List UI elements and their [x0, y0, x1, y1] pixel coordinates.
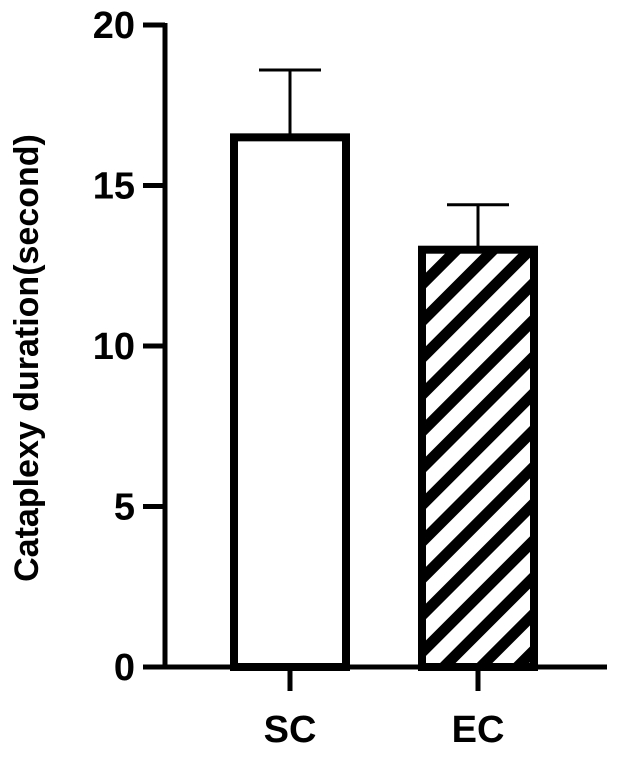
x-tick-label-sc: SC [264, 709, 317, 751]
bar-ec [418, 245, 538, 671]
y-axis-title: Cataplexy duration(second) [8, 134, 46, 582]
y-tick-label-2: 10 [93, 326, 135, 368]
y-axis-ticks: 0 5 10 15 20 [93, 5, 165, 689]
x-axis-labels: SC EC [264, 667, 505, 751]
error-bars [259, 68, 509, 250]
bar-sc [230, 133, 350, 672]
bars [230, 133, 538, 672]
y-tick-label-1: 5 [114, 487, 135, 529]
y-tick-label-4: 20 [93, 5, 135, 47]
y-tick-label-3: 15 [93, 166, 135, 208]
x-tick-label-ec: EC [452, 709, 505, 751]
y-tick-label-0: 0 [114, 647, 135, 689]
